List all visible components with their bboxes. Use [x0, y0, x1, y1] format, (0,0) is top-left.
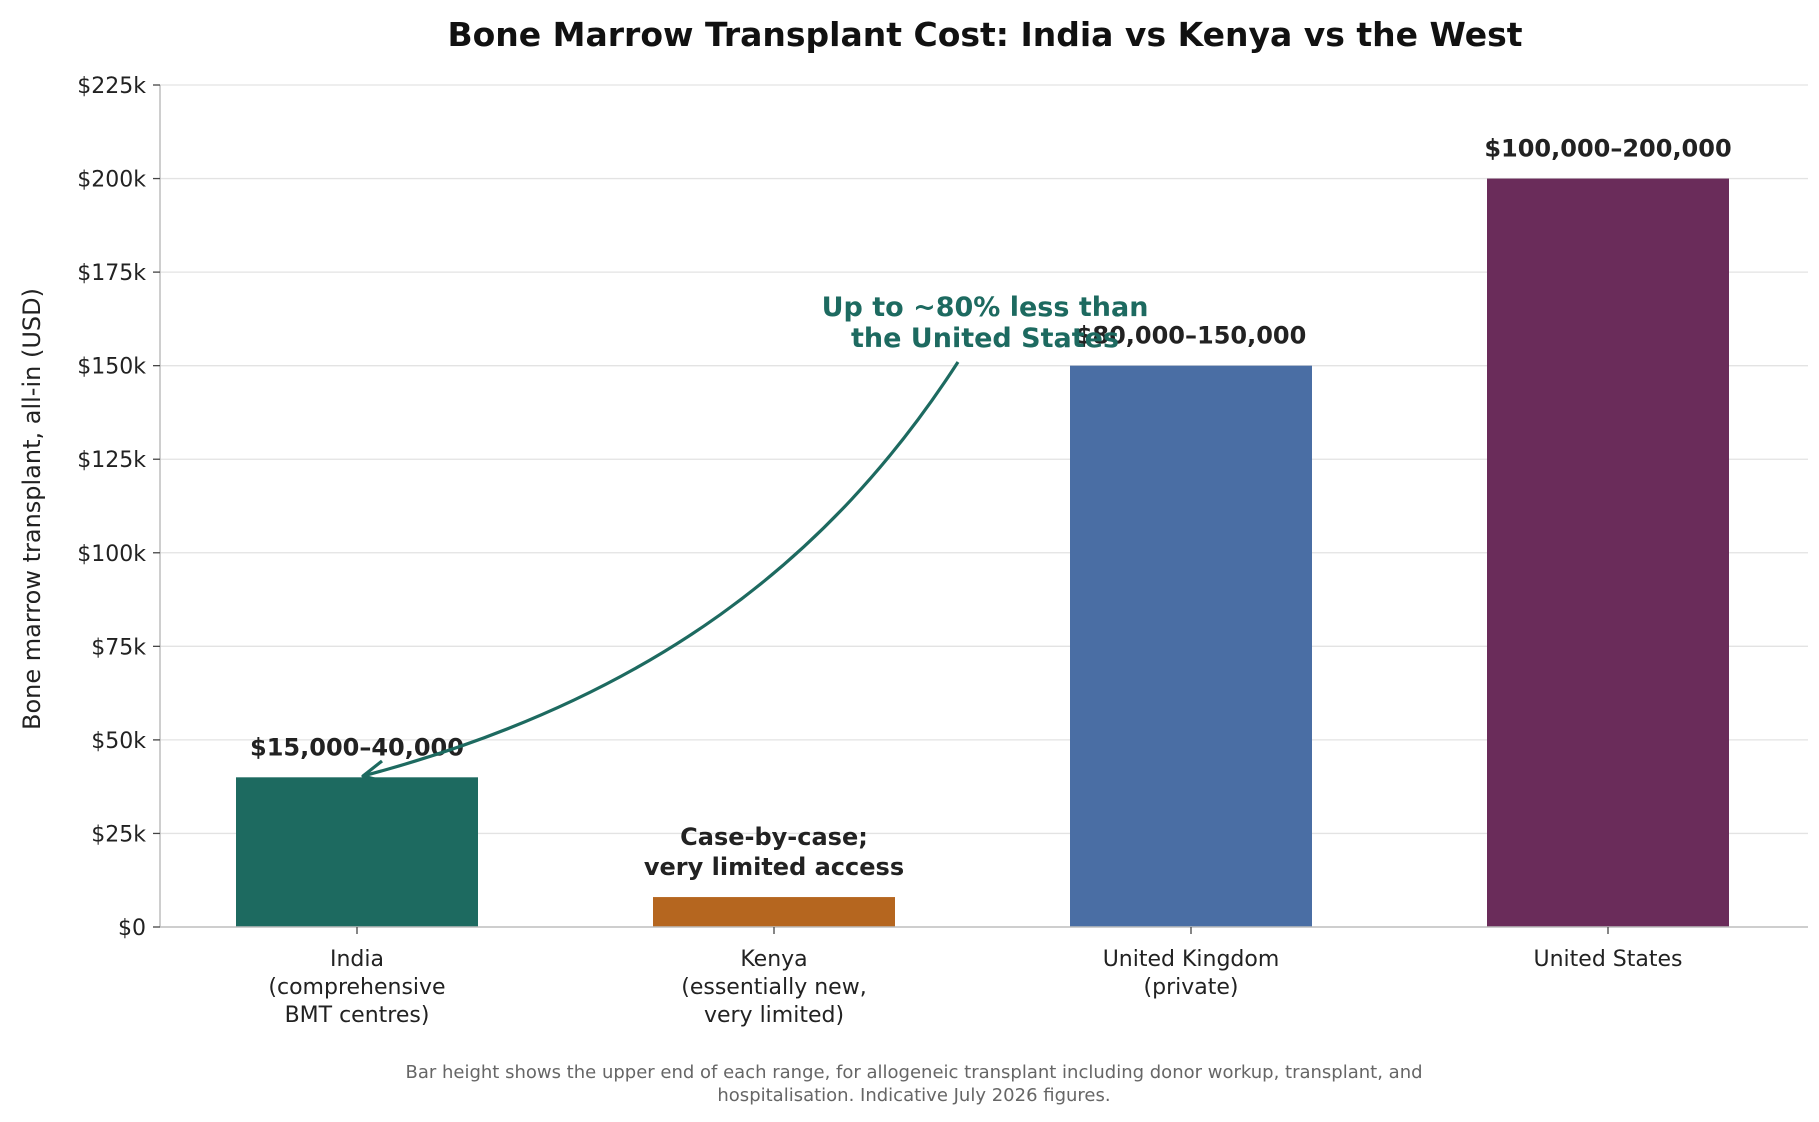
bars: [236, 178, 1729, 928]
y-tick-label: $75k: [91, 635, 146, 660]
y-tick-label: $225k: [77, 74, 146, 99]
annotation-arrowhead: [361, 759, 387, 784]
chart-title: Bone Marrow Transplant Cost: India vs Ke…: [447, 15, 1522, 54]
axes: [159, 85, 1808, 928]
x-tick-label: India (comprehensive BMT centres): [268, 947, 445, 1028]
bar: [653, 897, 895, 927]
data-label: $100,000–200,000: [1484, 135, 1731, 163]
y-tick-label: $25k: [91, 822, 146, 847]
y-tick-label: $0: [118, 916, 146, 941]
y-tick-label: $175k: [77, 261, 146, 286]
x-tick-label: United States: [1534, 947, 1683, 972]
x-ticks: India (comprehensive BMT centres) Kenya (ess…: [268, 927, 1682, 1028]
annotation-arrow: [362, 361, 960, 778]
y-ticks: $0 $25k $50k $75k $100k $125k $150k $175k $200k $…: [77, 74, 160, 941]
y-tick-label: $50k: [91, 729, 146, 754]
annotation: Up to ~80% less than the United States: [361, 292, 1149, 784]
x-tick-label: Kenya (essentially new, very limited): [681, 947, 866, 1028]
data-label: Case-by-case; very limited access: [644, 823, 904, 881]
bar: [236, 777, 478, 927]
gridlines: [160, 84, 1808, 835]
x-tick-label: United Kingdom (private): [1103, 947, 1280, 1000]
y-tick-label: $200k: [77, 168, 146, 193]
y-axis-title: Bone marrow transplant, all-in (USD): [18, 288, 46, 730]
y-tick-label: $100k: [77, 542, 146, 567]
data-label: $80,000–150,000: [1076, 322, 1307, 350]
bar: [1487, 178, 1729, 928]
bar: [1070, 365, 1312, 928]
y-tick-label: $125k: [77, 448, 146, 473]
annotation-text: Up to ~80% less than the United States: [822, 292, 1149, 354]
footnote: Bar height shows the upper end of each r…: [405, 1062, 1422, 1106]
footnote-text: Bar height shows the upper end of each r…: [405, 1062, 1422, 1106]
y-tick-label: $150k: [77, 355, 146, 380]
